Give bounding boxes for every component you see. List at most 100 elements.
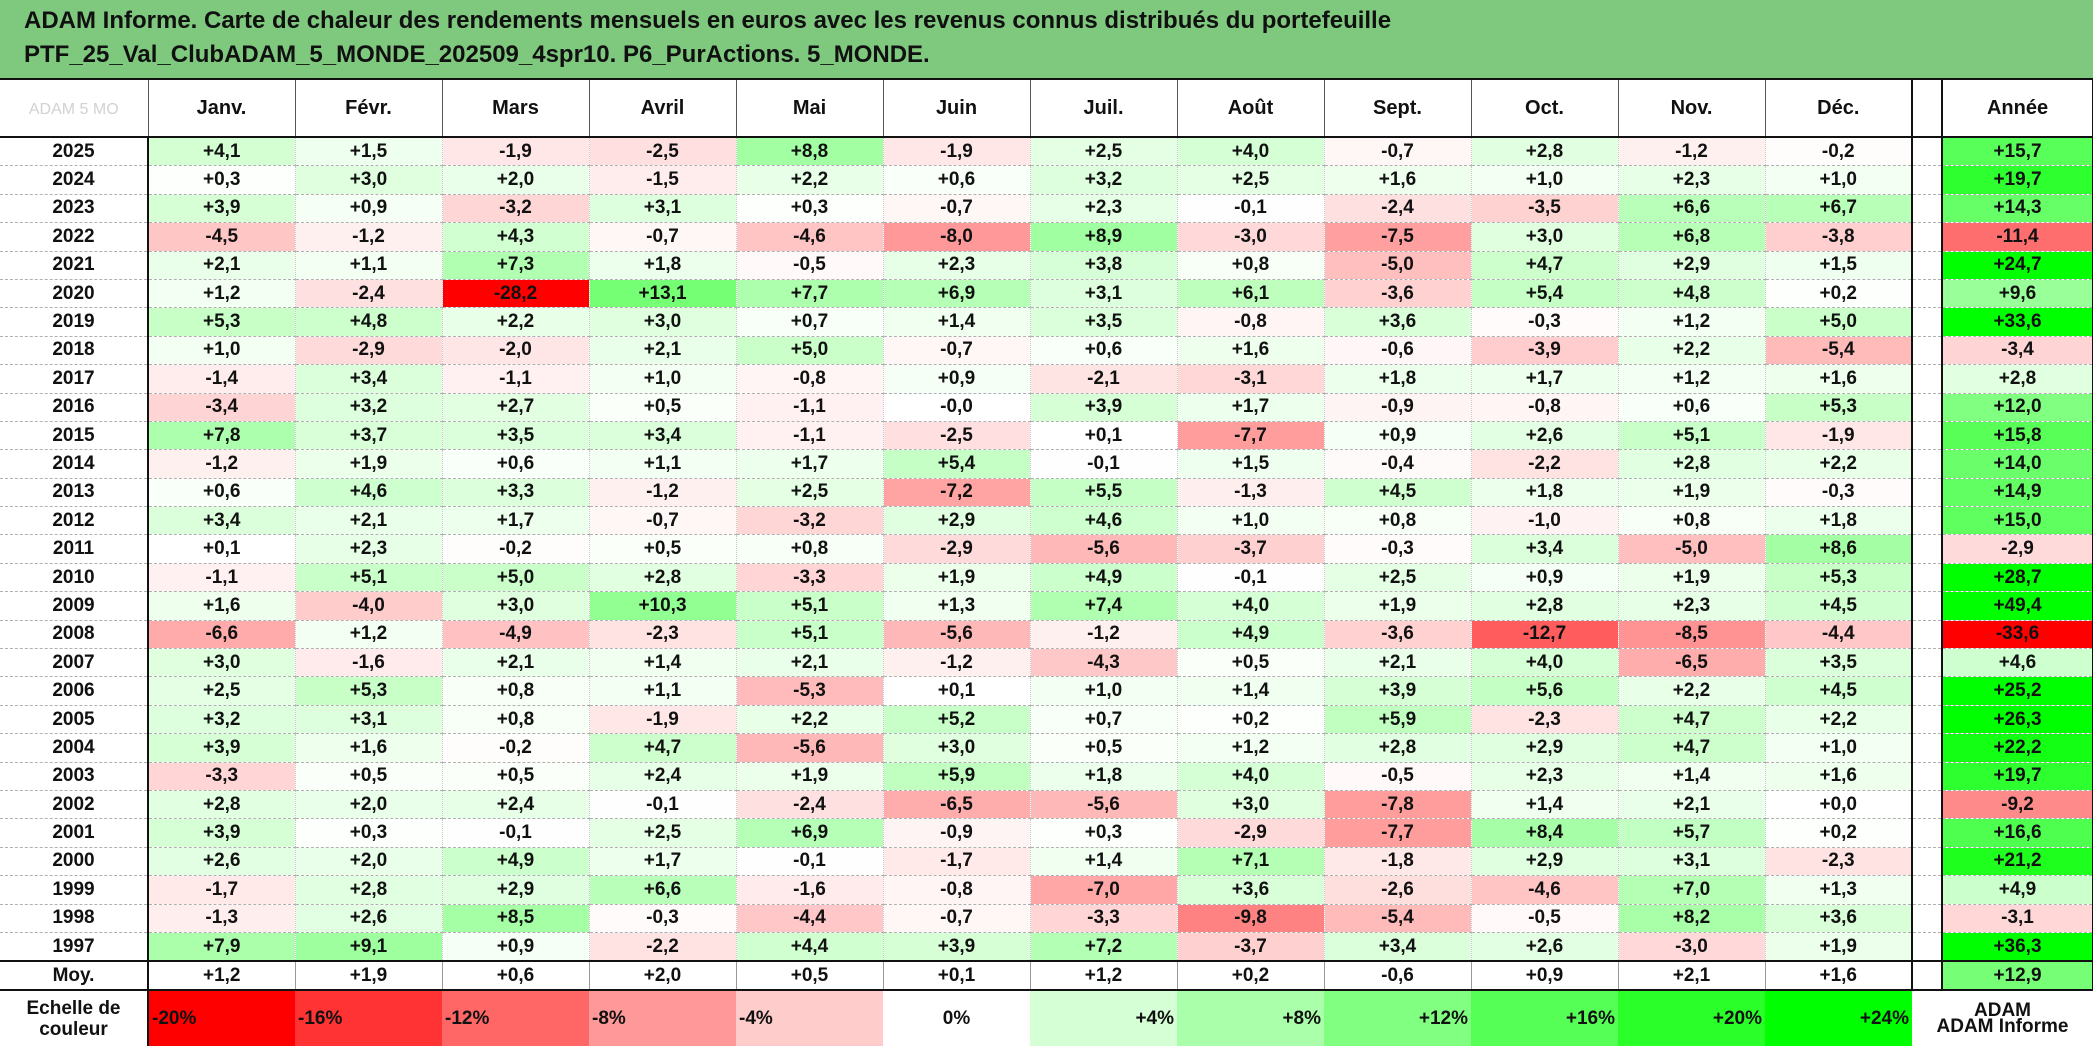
month-cell: +5,1 [736, 591, 884, 621]
month-cell: +6,9 [883, 279, 1031, 309]
month-cell: +5,3 [295, 676, 443, 706]
month-cell: +0,8 [442, 676, 590, 706]
column-gap [1911, 676, 1943, 706]
month-cell: +3,9 [883, 932, 1031, 962]
color-scale-step: -4% [736, 990, 883, 1046]
month-cell: +1,0 [1765, 733, 1913, 763]
annual-cell: +9,6 [1942, 279, 2093, 309]
month-cell: -0,2 [442, 733, 590, 763]
month-cell: +13,1 [589, 279, 737, 309]
year-label: 2017 [0, 364, 149, 394]
annual-cell: -2,9 [1942, 534, 2093, 564]
month-cell: -1,1 [736, 421, 884, 451]
month-cell: +5,1 [1618, 421, 1766, 451]
month-cell: -0,1 [736, 847, 884, 877]
year-label: 2014 [0, 449, 149, 479]
month-cell: +1,3 [1765, 875, 1913, 905]
month-cell: -0,9 [1324, 393, 1472, 422]
month-header: Avril [588, 78, 736, 138]
column-gap [1911, 960, 1943, 992]
year-label: 2004 [0, 733, 149, 763]
month-cell: +2,1 [1324, 648, 1472, 678]
column-gap [1911, 733, 1943, 763]
month-cell: +1,7 [1471, 364, 1619, 394]
average-cell: +1,2 [148, 960, 296, 992]
month-cell: +0,5 [442, 762, 590, 791]
month-cell: +2,2 [1618, 676, 1766, 706]
month-cell: +0,3 [148, 165, 296, 195]
month-cell: -5,0 [1618, 534, 1766, 564]
color-scale-step: -12% [442, 990, 589, 1046]
month-cell: +1,1 [589, 676, 737, 706]
month-cell: -0,8 [1471, 393, 1619, 422]
column-gap [1911, 336, 1943, 366]
month-cell: +0,1 [148, 534, 296, 564]
annual-cell: +12,0 [1942, 393, 2093, 422]
month-cell: -4,6 [1471, 875, 1619, 905]
month-cell: +5,6 [1471, 676, 1619, 706]
month-cell: -4,5 [148, 222, 296, 252]
month-cell: +0,6 [148, 478, 296, 508]
month-cell: -7,0 [1030, 875, 1178, 905]
month-cell: +5,1 [736, 620, 884, 650]
month-cell: +2,1 [589, 336, 737, 366]
month-cell: +3,0 [295, 165, 443, 195]
month-cell: +4,7 [1618, 705, 1766, 735]
month-cell: +4,1 [148, 137, 296, 167]
average-cell: +0,6 [442, 960, 590, 992]
month-cell: -4,3 [1030, 648, 1178, 678]
month-cell: +3,0 [442, 591, 590, 621]
month-cell: +3,8 [1030, 251, 1178, 280]
color-scale-step: +16% [1471, 990, 1618, 1046]
month-cell: +9,1 [295, 932, 443, 962]
month-cell: +0,2 [1765, 279, 1913, 309]
month-cell: +2,8 [295, 875, 443, 905]
month-cell: -0,3 [1324, 534, 1472, 564]
month-cell: +3,1 [589, 194, 737, 224]
month-cell: -1,9 [1765, 421, 1913, 451]
month-cell: +2,5 [1177, 165, 1325, 195]
month-cell: +2,0 [295, 790, 443, 820]
month-cell: +1,7 [1177, 393, 1325, 422]
year-row: 2016 -3,4 +3,2 +2,7 +0,5 -1,1 -0,0 +3,9 +1,7 -0,9… [0, 393, 2093, 422]
color-scale-note-line2: ADAM Informe [1936, 1015, 2069, 1037]
annual-cell: +33,6 [1942, 307, 2093, 337]
color-scale-step: -16% [295, 990, 442, 1046]
month-cell: +0,6 [1030, 336, 1178, 366]
month-cell: +2,9 [1471, 733, 1619, 763]
month-cell: +1,5 [1765, 251, 1913, 280]
month-cell: -2,0 [442, 336, 590, 366]
month-cell: +4,9 [442, 847, 590, 877]
year-row: 2024 +0,3 +3,0 +2,0 -1,5 +2,2 +0,6 +3,2 +2,5 +1,6… [0, 165, 2093, 195]
month-cell: +3,1 [1618, 847, 1766, 877]
column-gap [1911, 904, 1943, 933]
month-cell: +0,8 [1618, 506, 1766, 536]
column-gap [1911, 421, 1943, 451]
annual-cell: +22,2 [1942, 733, 2093, 763]
month-cell: +2,9 [1471, 847, 1619, 877]
year-row: 2021 +2,1 +1,1 +7,3 +1,8 -0,5 +2,3 +3,8 +0,8 -5,0… [0, 251, 2093, 280]
month-cell: +0,8 [1324, 506, 1472, 536]
month-cell: +1,3 [883, 591, 1031, 621]
month-cell: +0,9 [1471, 563, 1619, 593]
month-cell: +2,5 [589, 818, 737, 848]
average-cell: +2,1 [1618, 960, 1766, 992]
month-cell: +0,9 [295, 194, 443, 224]
month-cell: +0,1 [1030, 421, 1178, 451]
month-cell: -2,1 [1030, 364, 1178, 394]
month-cell: +3,9 [1030, 393, 1178, 422]
month-cell: -2,3 [1765, 847, 1913, 877]
month-cell: +3,6 [1765, 904, 1913, 933]
month-cell: -3,7 [1177, 932, 1325, 962]
month-cell: -0,0 [883, 393, 1031, 422]
average-cell: +2,0 [589, 960, 737, 992]
month-cell: +1,7 [589, 847, 737, 877]
month-cell: +2,9 [442, 875, 590, 905]
month-cell: -1,2 [883, 648, 1031, 678]
year-row: 2025 +4,1 +1,5 -1,9 -2,5 +8,8 -1,9 +2,5 +4,0 -0,7… [0, 137, 2093, 167]
year-row: 1998 -1,3 +2,6 +8,5 -0,3 -4,4 -0,7 -3,3 -9,8 -5,4… [0, 904, 2093, 933]
year-label: 2022 [0, 222, 149, 252]
month-cell: -1,2 [148, 449, 296, 479]
column-gap [1911, 165, 1943, 195]
month-cell: +2,1 [736, 648, 884, 678]
